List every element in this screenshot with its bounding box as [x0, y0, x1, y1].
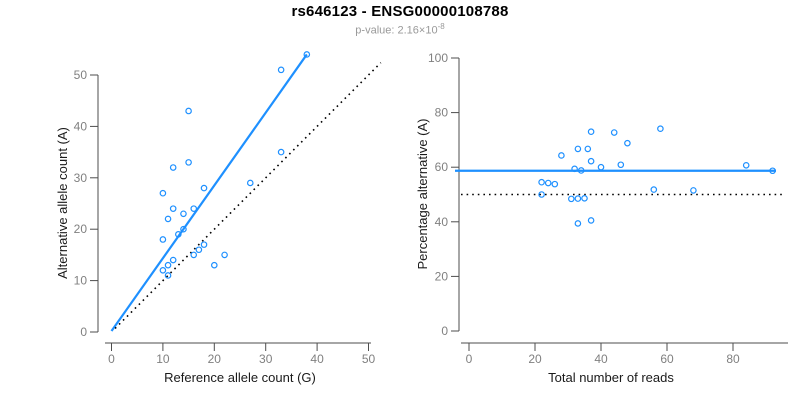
allele-counts-panel: 0 10 20 30 40 50 0 10 20 30 40 50 Reference allele c…	[55, 51, 382, 385]
x-tick-label: 30	[259, 352, 273, 366]
x-tick-label: 20	[208, 352, 222, 366]
data-point	[211, 261, 218, 269]
identity-line	[114, 62, 382, 329]
x-axis-title: Reference allele count (G)	[164, 370, 316, 385]
data-point	[169, 205, 177, 212]
x-tick-label: 10	[156, 352, 170, 366]
x-axis-title: Total number of reads	[548, 370, 674, 385]
data-point	[185, 107, 192, 115]
data-point	[577, 167, 585, 174]
pvalue-exponent: -8	[437, 22, 445, 31]
x-axis: 0 10 20 30 40 50	[105, 342, 376, 366]
data-point	[164, 272, 172, 279]
data-point	[538, 191, 545, 198]
y-axis: 0 20 40 60 80 100	[428, 51, 460, 338]
y-tick-label: 100	[428, 51, 448, 65]
data-point	[610, 129, 618, 136]
data-point	[277, 66, 285, 74]
chart-title: rs646123 - ENSG00000108788	[291, 3, 509, 20]
data-point	[277, 148, 285, 156]
data-point	[657, 125, 664, 133]
data-point	[303, 51, 311, 58]
y-tick-label: 50	[74, 68, 88, 82]
data-point	[185, 159, 192, 166]
y-tick-label: 20	[74, 222, 88, 236]
data-point	[571, 165, 578, 173]
data-point	[581, 195, 588, 202]
data-point	[195, 246, 203, 254]
x-tick-label: 50	[362, 352, 376, 366]
data-point	[742, 161, 750, 169]
x-tick-label: 40	[310, 352, 324, 366]
data-point	[200, 184, 208, 192]
y-tick-label: 60	[435, 160, 449, 174]
data-point	[567, 195, 575, 203]
data-point	[180, 225, 187, 233]
data-point	[169, 164, 177, 171]
y-tick-label: 0	[441, 324, 448, 338]
pvalue-text: p-value: 2.16×10	[355, 24, 438, 37]
percentage-panel: 0 20 40 60 80 100 0 20 40 60 80 Total number of rea…	[415, 51, 788, 385]
y-axis-title: Alternative allele count (A)	[55, 127, 70, 279]
data-point	[159, 267, 167, 274]
data-point	[544, 179, 552, 187]
data-point	[587, 128, 595, 136]
data-point	[587, 217, 595, 224]
y-tick-label: 40	[74, 119, 88, 133]
data-point	[690, 187, 697, 194]
data-point	[164, 215, 172, 223]
data-point	[159, 189, 167, 197]
data-point	[164, 261, 172, 269]
data-point	[190, 251, 198, 259]
y-tick-label: 40	[435, 215, 449, 229]
data-point	[538, 178, 545, 186]
chart-subtitle: p-value: 2.16×10-8	[0, 22, 800, 37]
data-point	[597, 163, 605, 171]
y-tick-label: 10	[74, 274, 88, 288]
x-tick-label: 60	[660, 352, 674, 366]
data-point	[175, 231, 182, 238]
y-tick-label: 30	[74, 171, 88, 185]
y-tick-label: 0	[80, 325, 87, 339]
data-point	[169, 256, 177, 264]
data-point	[221, 251, 228, 259]
fit-line	[110, 53, 308, 332]
data-point	[574, 195, 582, 202]
data-point	[574, 145, 582, 153]
data-point	[190, 205, 198, 212]
data-point	[584, 145, 592, 153]
x-axis: 0 20 40 60 80	[461, 342, 788, 366]
data-points	[159, 51, 311, 279]
data-point	[624, 139, 631, 147]
data-point	[551, 180, 559, 188]
data-point	[769, 167, 776, 175]
data-point	[650, 186, 658, 193]
y-tick-label: 20	[435, 269, 449, 283]
data-point	[574, 220, 582, 227]
data-point	[587, 157, 595, 165]
data-points	[538, 125, 776, 227]
data-point	[246, 179, 254, 187]
y-tick-label: 80	[435, 106, 449, 120]
x-tick-label: 20	[528, 352, 542, 366]
data-point	[617, 161, 625, 169]
data-point	[200, 241, 208, 248]
data-point	[159, 236, 167, 243]
x-tick-label: 40	[594, 352, 608, 366]
x-tick-label: 80	[726, 352, 740, 366]
y-axis-title: Percentage alternative (A)	[415, 118, 430, 269]
x-tick-label: 0	[466, 352, 473, 366]
y-axis: 0 10 20 30 40 50	[74, 68, 99, 339]
x-tick-label: 0	[108, 352, 115, 366]
data-point	[558, 152, 565, 159]
data-point	[180, 210, 187, 218]
